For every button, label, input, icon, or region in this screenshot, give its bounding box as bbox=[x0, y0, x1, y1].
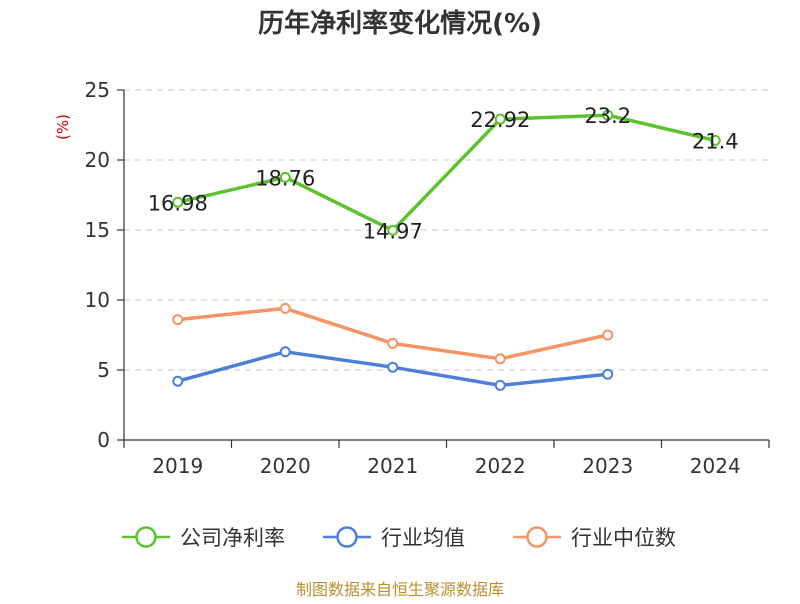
legend-swatch-marker bbox=[336, 526, 358, 548]
data-point-0-2023[interactable] bbox=[602, 109, 614, 121]
x-tick-label-2020: 2020 bbox=[260, 454, 311, 478]
data-point-1-2020[interactable] bbox=[279, 346, 291, 358]
data-point-0-2020[interactable] bbox=[279, 171, 291, 183]
data-point-0-2024[interactable] bbox=[709, 134, 721, 146]
data-label-2023: 23.2 bbox=[584, 104, 631, 128]
legend-label: 行业中位数 bbox=[571, 526, 676, 550]
data-label-2021: 14.97 bbox=[363, 219, 423, 243]
axes: 0 5 10 15 20 25 2019 2020 2021 2022 2023 2024 bbox=[85, 78, 770, 478]
data-point-1-2023[interactable] bbox=[602, 368, 614, 380]
series-line-0 bbox=[176, 113, 717, 233]
data-point-1-2022[interactable] bbox=[494, 379, 506, 391]
y-tick-label: 25 bbox=[85, 78, 110, 102]
legend-swatch-marker bbox=[135, 526, 157, 548]
chart-title: 历年净利率变化情况(%) bbox=[258, 8, 542, 39]
y-tick-label: 10 bbox=[85, 288, 110, 312]
x-tick-label-2022: 2022 bbox=[475, 454, 526, 478]
data-labels: 16.98 18.76 14.97 22.92 23.2 21.4 bbox=[148, 104, 739, 243]
grid-lines bbox=[124, 89, 769, 371]
legend-swatch-marker bbox=[526, 526, 548, 548]
y-tick-label: 15 bbox=[85, 218, 110, 242]
series-layer bbox=[172, 109, 721, 391]
data-point-2-2023[interactable] bbox=[602, 329, 614, 341]
legend-label: 行业均值 bbox=[381, 526, 465, 550]
legend-label: 公司净利率 bbox=[180, 526, 285, 550]
data-point-0-2021[interactable] bbox=[387, 224, 399, 236]
legend-item-1[interactable]: 行业均值 bbox=[323, 526, 465, 550]
y-tick-label: 20 bbox=[85, 148, 110, 172]
x-tick-label-2023: 2023 bbox=[582, 454, 633, 478]
data-point-2-2020[interactable] bbox=[279, 302, 291, 314]
data-point-2-2022[interactable] bbox=[494, 353, 506, 365]
data-label-2024: 21.4 bbox=[692, 129, 739, 153]
x-tick-label-2019: 2019 bbox=[152, 454, 203, 478]
legend[interactable]: 公司净利率 行业均值 行业中位数 bbox=[122, 526, 676, 550]
data-label-2019: 16.98 bbox=[148, 191, 208, 215]
data-point-1-2021[interactable] bbox=[387, 361, 399, 373]
y-tick-label: 0 bbox=[97, 428, 110, 452]
data-label-2020: 18.76 bbox=[255, 166, 315, 190]
data-point-2-2019[interactable] bbox=[172, 314, 184, 326]
x-tick-label-2024: 2024 bbox=[690, 454, 741, 478]
legend-item-2[interactable]: 行业中位数 bbox=[513, 526, 676, 550]
x-tick-label-2021: 2021 bbox=[367, 454, 418, 478]
y-tick-label: 5 bbox=[97, 358, 110, 382]
data-point-0-2019[interactable] bbox=[172, 196, 184, 208]
data-source-note: 制图数据来自恒生聚源数据库 bbox=[296, 580, 504, 599]
data-point-0-2022[interactable] bbox=[494, 113, 506, 125]
series-line-2 bbox=[176, 306, 610, 361]
data-point-2-2021[interactable] bbox=[387, 337, 399, 349]
data-point-1-2019[interactable] bbox=[172, 375, 184, 387]
data-label-2022: 22.92 bbox=[470, 108, 530, 132]
legend-item-0[interactable]: 公司净利率 bbox=[122, 526, 285, 550]
y-axis-unit-label: (%) bbox=[54, 114, 72, 140]
